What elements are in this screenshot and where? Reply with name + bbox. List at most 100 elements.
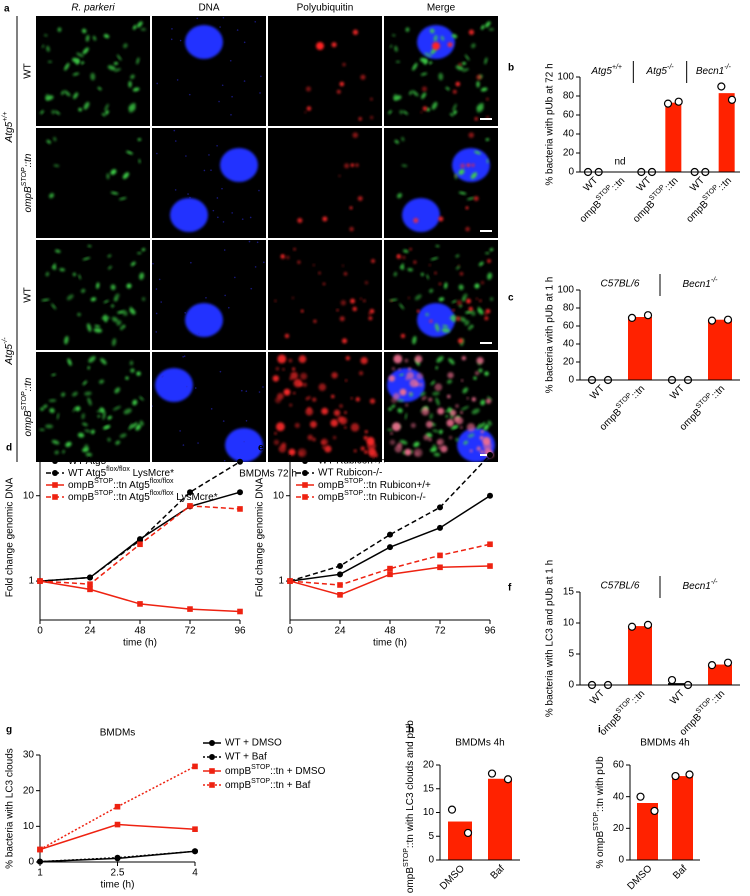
ubiquitin-spot [360, 74, 366, 80]
dna-speck [170, 38, 173, 41]
ubiquitin-spot [391, 422, 401, 432]
bacterium [438, 297, 445, 302]
ubiquitin-spot [371, 259, 375, 263]
legend-label-part: ::tn + Baf [270, 780, 311, 791]
legend-label: WT Rubicon-/- [318, 468, 382, 479]
legend-item: WT Rubicon-/- [296, 468, 382, 479]
bacterium [86, 323, 92, 332]
bacterium [78, 107, 82, 112]
bacterium [466, 197, 475, 201]
marker [137, 601, 143, 607]
ubiquitin-spot [468, 132, 475, 138]
y-tick-label: 10 [23, 821, 35, 832]
bacterium [61, 392, 66, 397]
ubiquitin-spot [353, 449, 357, 453]
ubiquitin-spot [297, 260, 301, 264]
bacterium [480, 399, 486, 406]
bacterium [92, 35, 97, 41]
column-header: R. parkeri [71, 3, 115, 14]
bar [718, 93, 735, 172]
bacterium [49, 408, 55, 414]
ubiquitin-spot [416, 372, 424, 380]
ubiquitin-spot [363, 435, 368, 440]
bacterium [455, 437, 459, 442]
bacterium [113, 61, 119, 65]
bacterium [97, 86, 102, 91]
ubiquitin-spot [414, 355, 423, 363]
dna-speck [228, 306, 230, 309]
bacterium [473, 376, 477, 380]
bacterium [83, 101, 90, 110]
ubiquitin-spot [473, 196, 479, 202]
bar [672, 776, 693, 860]
legend-label-part: ompB [68, 480, 94, 491]
ubiquitin-spot [305, 407, 314, 416]
ubiquitin-spot [460, 426, 463, 429]
x-tick-label: 96 [484, 626, 496, 637]
dna-speck [223, 249, 226, 251]
bacterium [84, 391, 92, 396]
bacterium [107, 415, 112, 420]
bacterium [64, 90, 71, 97]
bacterium [108, 265, 112, 270]
bacterium [423, 58, 428, 65]
bacterium [102, 412, 106, 420]
ubiquitin-spot [336, 89, 341, 94]
ubiquitin-spot [350, 397, 353, 400]
dna-speck [174, 189, 177, 191]
x-tick-label: 2.5 [111, 868, 125, 879]
ubiquitin-spot [404, 448, 412, 456]
dna-speck [262, 261, 265, 264]
panel-letter: h [408, 725, 414, 736]
bacterium [478, 368, 483, 373]
marker [387, 571, 393, 578]
legend-label: WT Rubicon+/+ [318, 456, 387, 467]
bacterium [125, 376, 129, 380]
marker [192, 826, 198, 832]
bacterium [96, 282, 100, 289]
bacterium [93, 327, 103, 333]
bacterium [107, 254, 112, 258]
ubiquitin-spot [447, 394, 451, 399]
nucleus [225, 428, 263, 462]
y-axis-label: % bacteria with LC3 clouds [5, 748, 16, 869]
ubiquitin-spot [273, 439, 280, 446]
dna-speck [260, 75, 262, 78]
bacterium [82, 47, 89, 55]
ubiquitin-spot [410, 422, 416, 429]
ubiquitin-spot [288, 448, 296, 456]
bacterium [81, 413, 85, 420]
dna-speck [217, 216, 219, 219]
dna-speck [241, 218, 244, 220]
bacterium [111, 316, 119, 323]
ubiquitin-spot [313, 319, 317, 323]
y-tick-label: 40 [563, 339, 575, 350]
bacterium [123, 43, 128, 49]
ubiquitin-spot [350, 298, 356, 304]
ubiquitin-spot [344, 163, 350, 169]
data-point [685, 770, 694, 779]
ubiquitin-spot [399, 388, 407, 396]
dna-speck [160, 301, 163, 303]
ubiquitin-spot [368, 312, 371, 316]
ubiquitin-spot [394, 445, 403, 453]
ubiquitin-spot [299, 382, 303, 387]
bacterium [111, 338, 117, 347]
ubiquitin-spot [355, 397, 360, 402]
ubiquitin-spot [434, 383, 443, 391]
bacterium [438, 72, 444, 81]
bacterium [77, 312, 81, 317]
dna-speck [179, 39, 182, 42]
legend-marker [209, 768, 215, 774]
y-tick-label: 10 [423, 807, 435, 818]
ubiquitin-spot [321, 440, 325, 445]
micrograph [152, 16, 266, 126]
legend-label: ompBSTOP::tn Atg5flox/flox [68, 478, 174, 490]
bacterium [462, 68, 469, 72]
ubiquitin-spot [475, 297, 478, 300]
bacterium [90, 429, 95, 435]
ubiquitin-spot [352, 29, 359, 35]
dna-speck [171, 28, 173, 30]
dna-speck [254, 266, 257, 268]
